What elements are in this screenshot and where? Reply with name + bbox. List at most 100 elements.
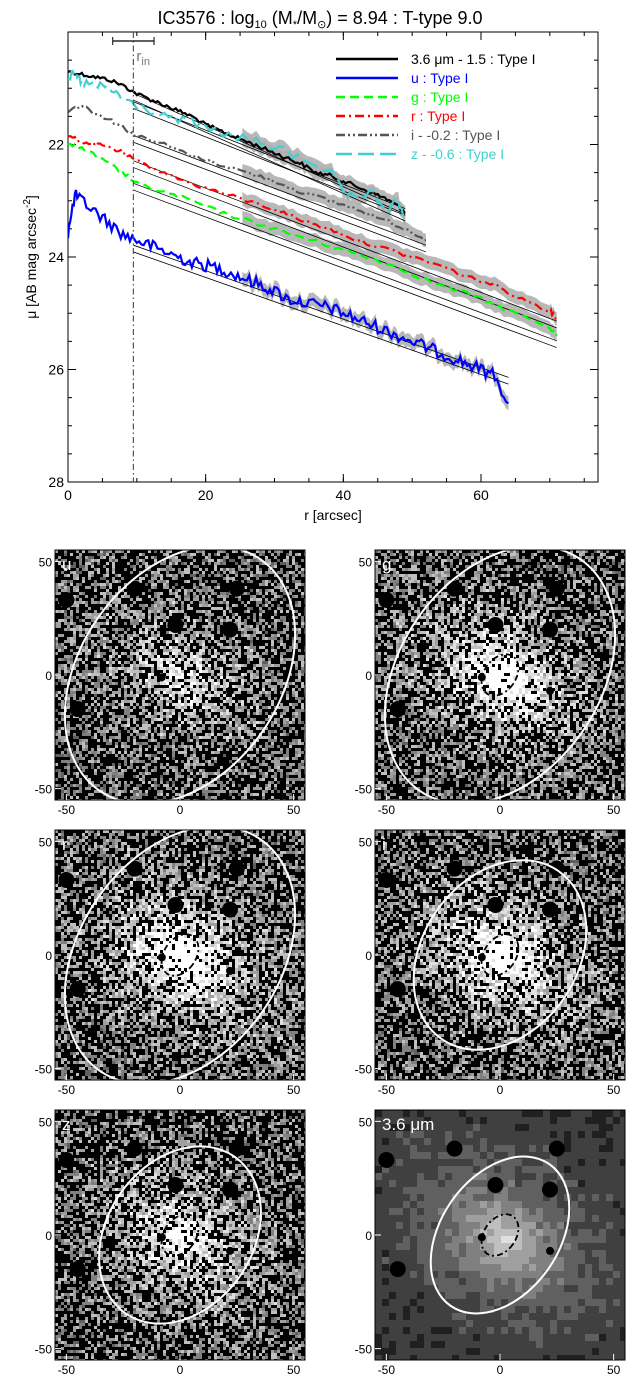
- masked-source: [226, 1246, 234, 1255]
- masked-source: [446, 1140, 463, 1157]
- masked-source: [228, 860, 245, 877]
- outer-ellipse: [63, 550, 297, 800]
- x-tick-label: 60: [473, 487, 489, 503]
- panel-y-tick-label: 50: [39, 1115, 53, 1129]
- panel-x-tick-label: 50: [287, 1083, 301, 1097]
- panel-label: u: [62, 555, 71, 574]
- masked-source: [126, 860, 143, 877]
- masked-source: [167, 617, 184, 633]
- profile-series: [68, 68, 558, 405]
- panel-pixels: [375, 830, 625, 1080]
- title-text: IC3576 : log: [157, 8, 254, 28]
- panel-x-tick-label: 50: [607, 1363, 621, 1377]
- chart-title: IC3576 : log10 (M*/M⊙) = 8.94 : T-type 9…: [157, 8, 482, 31]
- masked-source: [126, 1140, 143, 1157]
- masked-source: [69, 1261, 86, 1278]
- panel-y-tick-label: 0: [365, 669, 372, 683]
- panel-x-tick-label: 0: [497, 1083, 504, 1097]
- panel-x-tick-label: -50: [378, 803, 396, 817]
- panel-pixels: [396, 583, 618, 781]
- x-tick-label: 40: [336, 487, 352, 503]
- error-band: [242, 191, 557, 326]
- legend-entry: z - -0.6 : Type I: [411, 146, 504, 162]
- masked-source: [157, 673, 166, 682]
- fit-line: [133, 182, 557, 342]
- panel-pixels: [375, 1110, 625, 1360]
- masked-source: [389, 1261, 406, 1278]
- panel-y-tick-label: -50: [35, 783, 53, 797]
- error-band: [242, 127, 406, 230]
- masked-source: [446, 860, 463, 877]
- fit-line: [133, 108, 406, 216]
- y-tick-label: 22: [48, 137, 64, 153]
- masked-source: [389, 701, 406, 718]
- panel-pixels: [82, 1146, 277, 1326]
- panel-pixels: [130, 1191, 226, 1281]
- inner-ellipse: [480, 653, 520, 697]
- masked-source: [378, 1152, 395, 1168]
- series-line: [68, 68, 407, 224]
- panel-pixels: [501, 1236, 515, 1243]
- panel-label: g: [382, 555, 391, 574]
- panel-y-tick-label: -50: [35, 1343, 53, 1357]
- masked-source: [477, 953, 486, 962]
- panel-pixels: [375, 1124, 620, 1348]
- panel-pixels: [88, 601, 277, 751]
- masked-source: [222, 621, 238, 638]
- r-in-label: rin: [136, 48, 150, 68]
- image-panel-6: 3.6 μm -50 -50 0 0 50 50: [355, 1109, 626, 1377]
- panel-label: r: [62, 835, 68, 854]
- masked-source: [477, 673, 486, 682]
- panel-y-tick-label: 0: [45, 669, 52, 683]
- inner-ellipse: [480, 933, 520, 977]
- y-tick-label: 26: [48, 362, 64, 378]
- legend-entry: 3.6 μm - 1.5 : Type I: [411, 51, 536, 67]
- masked-source: [167, 1177, 184, 1193]
- panel-x-tick-label: 50: [607, 803, 621, 817]
- panel-x-tick-label: -50: [58, 1083, 76, 1097]
- panel-pixels: [55, 1110, 305, 1360]
- panel-pixels: [55, 1110, 305, 1360]
- fit-line: [133, 160, 557, 322]
- masked-source: [389, 981, 406, 998]
- y-tick-label: 28: [48, 474, 64, 490]
- legend-entry: g : Type I: [411, 89, 468, 105]
- panel-y-tick-label: 50: [39, 555, 53, 569]
- masked-source: [222, 1181, 238, 1198]
- panel-x-tick-label: 50: [287, 1363, 301, 1377]
- masked-source: [546, 686, 554, 695]
- masked-source: [58, 872, 75, 888]
- inner-ellipse: [160, 933, 200, 977]
- series-line: [68, 189, 510, 405]
- panel-x-tick-label: -50: [378, 1083, 396, 1097]
- panel-pixels: [375, 830, 625, 1080]
- panel-y-tick-label: 50: [359, 1115, 373, 1129]
- panel-label: z: [62, 1115, 71, 1134]
- x-axis-label: r [arcsec]: [304, 507, 362, 523]
- panel-x-tick-label: 0: [497, 803, 504, 817]
- x-tick-label: 0: [64, 487, 72, 503]
- panel-y-tick-label: -50: [355, 1343, 373, 1357]
- panel-x-tick-label: -50: [378, 1363, 396, 1377]
- panel-pixels: [438, 1173, 571, 1299]
- series-line: [68, 104, 426, 242]
- image-panel-3: r -50 -50 0 0 50 50: [35, 829, 306, 1097]
- fit-line: [133, 141, 427, 253]
- fit-line: [133, 135, 427, 246]
- fit-line: [133, 251, 509, 385]
- legend: 3.6 μm - 1.5 : Type I u : Type I g : Type …: [336, 51, 536, 162]
- image-panel-1: u -50 -50 0 0 50 50: [35, 549, 306, 817]
- masked-source: [487, 1177, 504, 1193]
- outer-ellipse: [383, 550, 617, 800]
- masked-source: [126, 580, 143, 597]
- panel-pixels: [55, 550, 305, 800]
- masked-source: [157, 953, 166, 962]
- panel-y-tick-label: 0: [365, 1229, 372, 1243]
- masked-source: [69, 981, 86, 998]
- masked-source: [378, 592, 395, 608]
- masked-source: [228, 1140, 245, 1157]
- x-tick-label: 20: [198, 487, 214, 503]
- panel-pixels: [444, 899, 555, 1013]
- panel-pixels: [466, 1201, 543, 1271]
